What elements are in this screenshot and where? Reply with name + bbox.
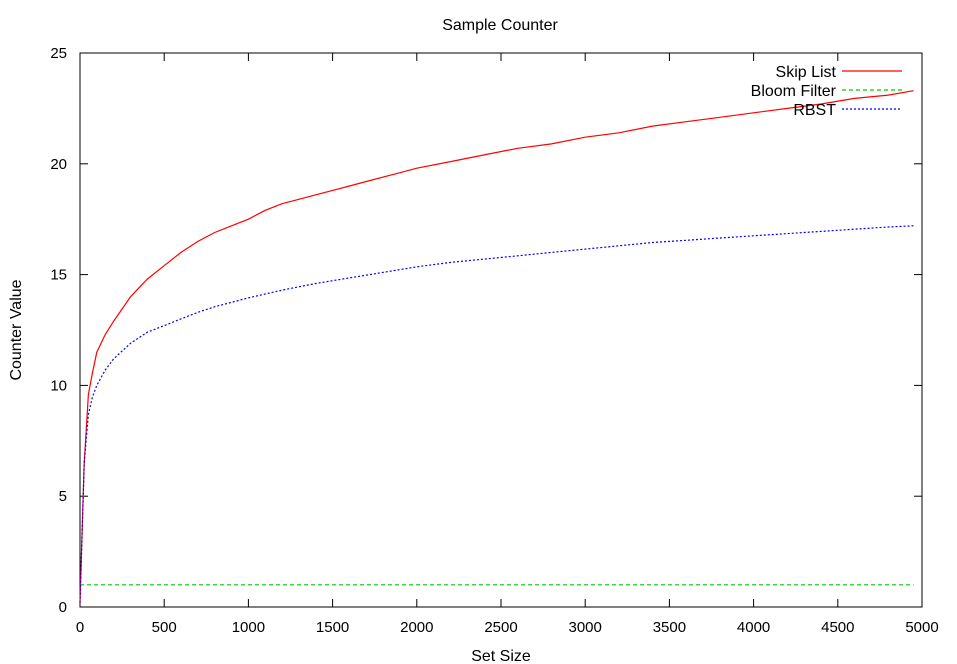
x-tick-label: 4500 [821,619,854,636]
series-line [79,225,914,603]
x-tick-label: 3500 [653,619,686,636]
x-tick-label: 500 [152,619,177,636]
x-tick-label: 1000 [232,619,265,636]
y-tick-label: 20 [50,156,67,173]
legend-label: Skip List [776,64,837,81]
series-layer [79,90,914,603]
y-tick-label: 15 [50,267,67,284]
x-tick-label: 2500 [484,619,517,636]
legend-label: Bloom Filter [751,83,837,100]
legend: Skip List Bloom Filter RBST [751,64,902,119]
chart-title: Sample Counter [442,17,558,34]
y-tick-label: 5 [59,488,67,505]
x-tick-label: 3000 [569,619,602,636]
legend-label: RBST [793,102,836,119]
ticks: 0 500 1000 1500 2000 2500 3000 3500 4000 4500 5000… [50,45,938,636]
x-tick-label: 5000 [905,619,938,636]
x-tick-label: 2000 [400,619,433,636]
x-axis-title: Set Size [471,648,531,664]
y-axis-title: Counter Value [8,279,25,380]
x-tick-label: 0 [76,619,84,636]
x-tick-label: 1500 [316,619,349,636]
y-tick-label: 0 [59,599,67,616]
y-tick-label: 10 [50,377,67,394]
y-tick-label: 25 [50,45,67,62]
x-tick-label: 4000 [737,619,770,636]
plot-frame [79,52,923,608]
series-line [79,90,914,603]
